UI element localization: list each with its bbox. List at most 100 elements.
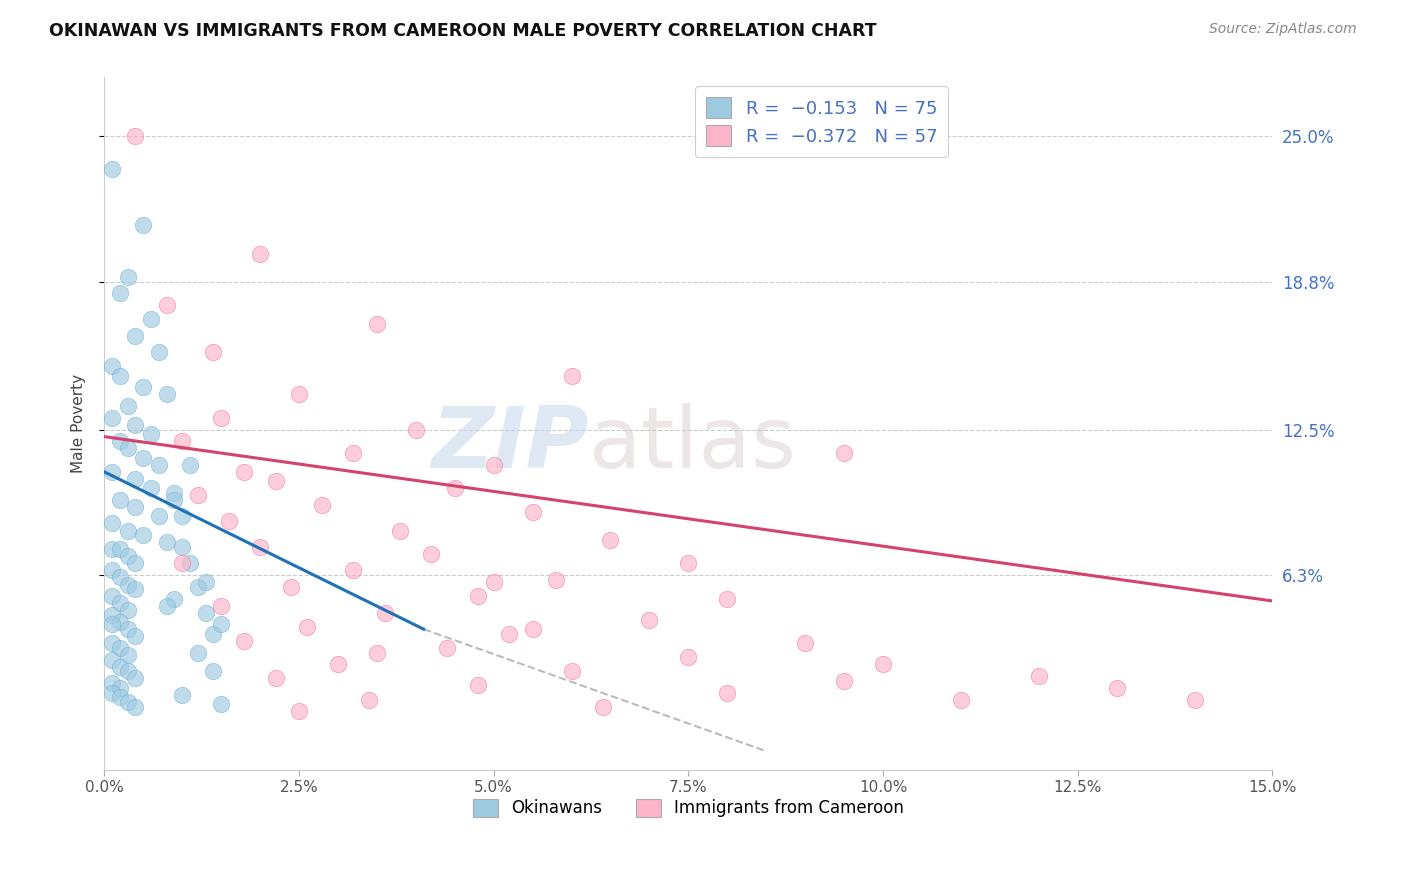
Point <box>124 699 146 714</box>
Point <box>420 547 443 561</box>
Point <box>148 458 170 472</box>
Point <box>209 617 232 632</box>
Point <box>101 608 124 623</box>
Point <box>124 582 146 597</box>
Point <box>172 509 194 524</box>
Point <box>1028 669 1050 683</box>
Point <box>638 613 661 627</box>
Point <box>163 591 186 606</box>
Point <box>374 606 396 620</box>
Point <box>678 650 700 665</box>
Point <box>295 620 318 634</box>
Point <box>163 486 186 500</box>
Point <box>949 692 972 706</box>
Point <box>108 493 131 508</box>
Point <box>172 557 194 571</box>
Point <box>311 498 333 512</box>
Point <box>357 692 380 706</box>
Text: atlas: atlas <box>589 403 797 486</box>
Point <box>124 557 146 571</box>
Point <box>342 564 364 578</box>
Point <box>124 328 146 343</box>
Point <box>108 690 131 705</box>
Point <box>288 704 311 718</box>
Point <box>209 599 232 613</box>
Point <box>139 312 162 326</box>
Point <box>124 417 146 432</box>
Point <box>179 458 201 472</box>
Point <box>163 493 186 508</box>
Point <box>678 557 700 571</box>
Point <box>467 678 489 692</box>
Point <box>155 298 177 312</box>
Point <box>209 698 232 712</box>
Text: OKINAWAN VS IMMIGRANTS FROM CAMEROON MALE POVERTY CORRELATION CHART: OKINAWAN VS IMMIGRANTS FROM CAMEROON MAL… <box>49 22 877 40</box>
Point <box>172 434 194 449</box>
Point <box>101 653 124 667</box>
Point <box>187 488 209 502</box>
Point <box>544 573 567 587</box>
Point <box>132 528 155 542</box>
Point <box>148 509 170 524</box>
Point <box>117 622 139 636</box>
Point <box>832 446 855 460</box>
Point <box>288 387 311 401</box>
Point <box>117 524 139 538</box>
Point <box>794 636 817 650</box>
Point <box>148 345 170 359</box>
Point <box>117 270 139 285</box>
Point <box>443 481 465 495</box>
Point <box>108 681 131 695</box>
Point <box>101 516 124 531</box>
Point <box>233 633 256 648</box>
Point <box>101 617 124 632</box>
Point <box>716 591 738 606</box>
Text: Source: ZipAtlas.com: Source: ZipAtlas.com <box>1209 22 1357 37</box>
Point <box>482 575 505 590</box>
Point <box>194 606 217 620</box>
Point <box>124 629 146 643</box>
Point <box>1105 681 1128 695</box>
Point <box>139 427 162 442</box>
Point <box>561 368 583 383</box>
Point <box>187 580 209 594</box>
Text: ZIP: ZIP <box>432 403 589 486</box>
Point <box>101 589 124 603</box>
Point <box>326 657 349 672</box>
Point <box>264 475 287 489</box>
Point <box>117 648 139 662</box>
Point <box>405 423 427 437</box>
Point <box>155 599 177 613</box>
Point <box>124 129 146 144</box>
Point <box>482 458 505 472</box>
Point <box>117 603 139 617</box>
Point <box>132 450 155 465</box>
Point <box>599 533 621 547</box>
Point <box>249 540 271 554</box>
Point <box>436 640 458 655</box>
Point <box>280 580 302 594</box>
Point <box>108 640 131 655</box>
Point <box>249 246 271 260</box>
Point <box>101 564 124 578</box>
Point <box>498 627 520 641</box>
Point <box>101 161 124 176</box>
Point <box>108 615 131 629</box>
Point <box>124 472 146 486</box>
Point <box>108 368 131 383</box>
Point <box>101 359 124 374</box>
Point <box>117 577 139 591</box>
Point <box>209 410 232 425</box>
Point <box>124 500 146 514</box>
Point <box>202 627 225 641</box>
Point <box>872 657 894 672</box>
Point <box>117 399 139 413</box>
Point <box>233 465 256 479</box>
Point <box>108 596 131 610</box>
Point <box>108 286 131 301</box>
Point <box>264 672 287 686</box>
Point <box>561 665 583 679</box>
Point <box>155 535 177 549</box>
Point <box>522 505 544 519</box>
Point <box>101 676 124 690</box>
